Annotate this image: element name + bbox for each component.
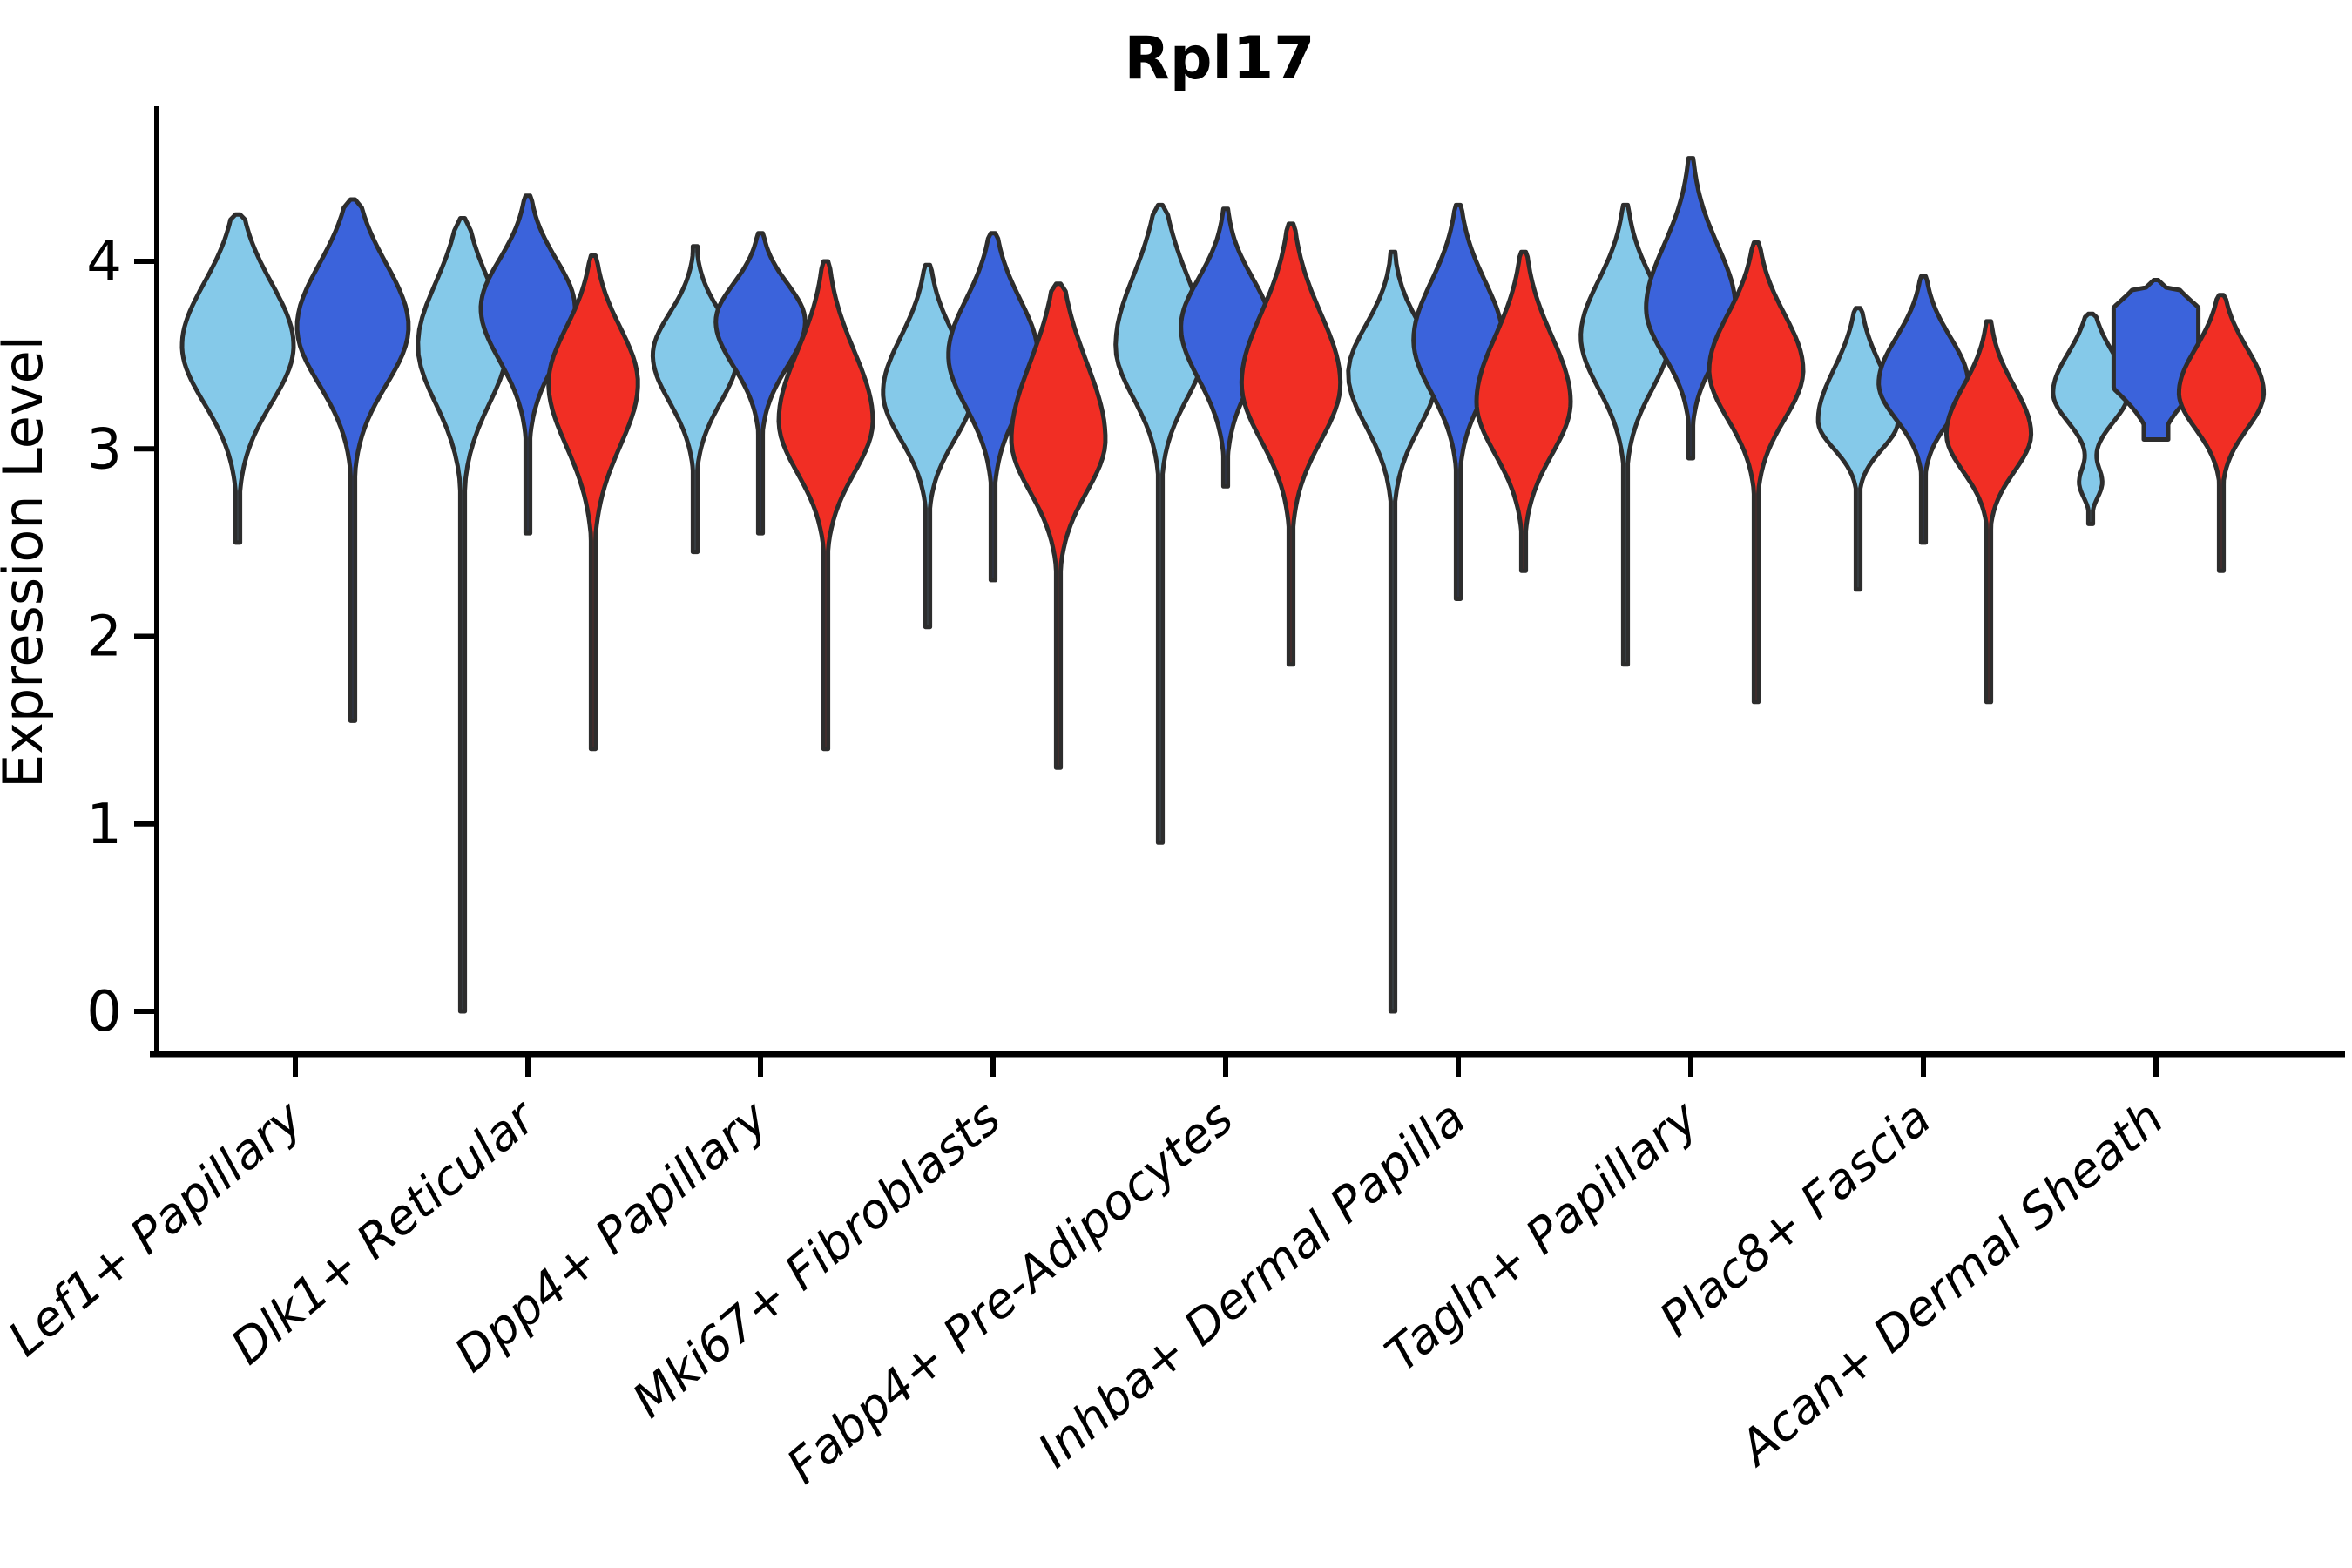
violin-light-blue [1346, 249, 1440, 1014]
chart-title: Rpl17 [1125, 24, 1315, 93]
x-tick-label: Acan+ Dermal Sheath [1727, 1090, 2174, 1477]
y-tick-label: 0 [86, 980, 122, 1044]
violin-series [179, 156, 2267, 1014]
violin-light-blue [1113, 202, 1207, 845]
violin-red [776, 259, 875, 752]
violin-red [1707, 240, 1806, 705]
y-tick-label: 4 [86, 230, 122, 294]
x-tick-label: Mki67+ Fibroblasts [622, 1090, 1010, 1429]
x-tick-label: Inhba+ Dermal Papilla [1028, 1090, 1477, 1478]
violin-red [1239, 221, 1343, 667]
violin-light-blue [650, 244, 740, 555]
violin-royal-blue [2111, 278, 2201, 442]
y-tick-label: 2 [86, 605, 122, 670]
violin-red [1009, 281, 1108, 770]
violin-royal-blue [294, 197, 411, 723]
violin-red [1943, 319, 2034, 705]
violin-royal-blue [1876, 274, 1970, 545]
violin-red [1474, 249, 1573, 573]
y-tick-label: 3 [86, 417, 122, 482]
violin-red [546, 253, 640, 752]
violin-red [2176, 293, 2267, 573]
y-axis-label: Expression Level [0, 335, 55, 788]
x-tick-label: Fabp4+ Pre-Adipocytes [776, 1090, 1243, 1495]
violin-light-blue [179, 212, 296, 545]
y-tick-label: 1 [86, 793, 122, 857]
violin-light-blue [1815, 306, 1901, 592]
violin-royal-blue [1644, 156, 1738, 461]
violin-light-blue [416, 216, 510, 1014]
